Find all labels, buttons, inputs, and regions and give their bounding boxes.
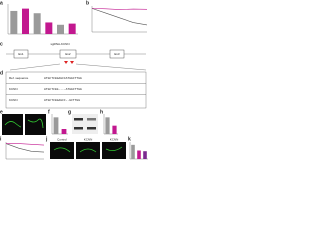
line [91, 8, 148, 10]
bar [143, 151, 147, 159]
bar [33, 13, 41, 34]
table-frame [5, 71, 147, 109]
sequence: ATGCTCGGAGCCATGGCTTGG [44, 77, 82, 80]
axis [5, 142, 44, 160]
axis [129, 142, 148, 160]
panel-label: i [0, 136, 2, 142]
exon-box [109, 49, 125, 59]
panel-label: h [100, 109, 103, 115]
line [91, 8, 148, 26]
cell-signal [53, 146, 123, 153]
panel-label: d [0, 70, 3, 76]
panel-label: k [128, 136, 131, 142]
panel-label: f [48, 109, 50, 115]
panel-label: a [0, 0, 3, 6]
band [87, 118, 96, 121]
bar [105, 117, 110, 134]
bar [112, 125, 117, 134]
line [5, 143, 45, 153]
band [74, 127, 83, 130]
axis [91, 6, 147, 33]
bar [137, 150, 141, 159]
diagram-title: sgRNA-KCNN [50, 42, 69, 46]
sequence-table: Ref. sequence ATGCTCGGAGCCATGGCTTGG KCNN AT… [6, 76, 146, 102]
micrograph [50, 142, 74, 159]
blot [72, 114, 98, 134]
sgrna-arrow [64, 61, 74, 64]
panel-label: j [45, 136, 48, 142]
line [6, 143, 45, 146]
panel-label: c [0, 41, 3, 47]
cell-signal [4, 118, 44, 129]
zoom-line [9, 63, 147, 71]
figure: sgRNA-KCNN Ex1 Ex2 Ex3 Ref. sequence ATGC… [0, 0, 148, 160]
row-name: KCNN [9, 87, 18, 91]
bar [131, 144, 135, 159]
panel-label: e [0, 109, 3, 115]
bar [61, 129, 67, 134]
image-label: Control [57, 137, 67, 141]
exon-box [13, 49, 29, 59]
exon-label: Ex1 [18, 52, 24, 56]
bar [68, 23, 76, 34]
sequence: ATGCTCGGAGCC--GCTTGG [44, 99, 80, 102]
bar [22, 8, 29, 34]
band [74, 118, 83, 121]
image-label: KCNN [84, 137, 93, 141]
exon-label: Ex3 [114, 52, 120, 56]
axis [7, 4, 78, 35]
micrograph [76, 142, 100, 159]
exon-box [59, 49, 77, 59]
panel-label: g [68, 109, 71, 115]
exon-label: Ex2 [65, 52, 71, 56]
page: sgRNA-KCNN Ex1 Ex2 Ex3 Ref. sequence ATGC… [0, 0, 148, 160]
bar [10, 10, 18, 34]
image-label: KCNN [110, 137, 119, 141]
row-name: Ref. sequence [9, 76, 29, 80]
sequence: ATGCTCGG----ATGGCTTGG [44, 88, 82, 91]
panel-label: b [86, 0, 89, 6]
bar [53, 117, 59, 134]
bar [45, 22, 53, 34]
band [87, 127, 96, 130]
row-name: KCNN [9, 98, 18, 102]
micrograph [2, 114, 23, 135]
bar [57, 24, 64, 34]
